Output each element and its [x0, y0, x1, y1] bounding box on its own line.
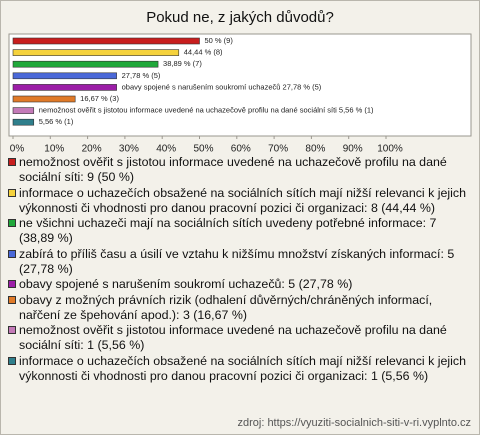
- bar: [12, 49, 180, 56]
- legend-label: ne všichni uchazeči mají na sociálních s…: [19, 216, 437, 245]
- bar: [12, 72, 117, 80]
- legend-label: nemožnost ověřit s jistotou informace uv…: [19, 155, 447, 184]
- value-label: 16,67 % (3): [80, 94, 119, 103]
- chart-title: Pokud ne, z jakých důvodů?: [146, 9, 334, 26]
- legend-item: nemožnost ověřit s jistotou informace uv…: [7, 323, 469, 353]
- bar: [12, 95, 76, 103]
- legend-item: obavy z možných právních rizik (odhalení…: [7, 293, 469, 323]
- bar: [12, 84, 117, 91]
- chart: 0% 10% 20% 30% 40% 50% 60% 70% 80% 90% 100% 50 % (9…: [8, 33, 472, 155]
- value-label: 44,44 % (8): [184, 48, 223, 57]
- x-tick-label: 30%: [119, 144, 139, 155]
- x-tick-label: 20%: [82, 144, 102, 155]
- legend-label: zabírá to příliš času a úsilí ve vztahu …: [19, 246, 455, 276]
- legend-swatch: [8, 356, 16, 365]
- legend-label: obavy spojené s narušením soukromí uchaz…: [19, 277, 353, 291]
- bar: [12, 37, 200, 45]
- x-tick-label: 100%: [377, 144, 403, 155]
- legend-label: informace o uchazečích obsažené na sociá…: [19, 185, 466, 215]
- source: zdroj: https://vyuziti-socialnich-siti-v…: [237, 417, 471, 429]
- value-label: 38,89 % (7): [163, 59, 202, 68]
- legend-swatch: [8, 326, 16, 334]
- legend-item: ne všichni uchazeči mají na sociálních s…: [7, 216, 469, 246]
- x-tick-label: 70%: [268, 144, 288, 155]
- legend-label: obavy z možných právních rizik (odhalení…: [19, 292, 433, 322]
- legend-swatch: [8, 158, 16, 166]
- legend-label: informace o uchazečích obsažené na sociá…: [19, 353, 466, 383]
- x-tick-label: 50%: [193, 144, 213, 155]
- x-tick-label: 10%: [44, 144, 64, 155]
- legend-item: obavy spojené s narušením soukromí uchaz…: [7, 277, 469, 292]
- legend-item: informace o uchazečích obsažené na sociá…: [7, 186, 469, 216]
- x-tick-label: 60%: [231, 144, 251, 155]
- legend-swatch: [8, 188, 16, 197]
- x-tick-label: 0%: [10, 144, 25, 155]
- legend-item: informace o uchazečích obsažené na sociá…: [7, 354, 469, 384]
- legend-swatch: [8, 219, 16, 227]
- bar: [12, 60, 159, 68]
- legend: nemožnost ověřit s jistotou informace uv…: [7, 155, 469, 384]
- value-label: nemožnost ověřit s jistotou informace uv…: [39, 106, 374, 115]
- value-label: 50 % (9): [205, 36, 234, 45]
- legend-label: nemožnost ověřit s jistotou informace uv…: [19, 323, 447, 352]
- legend-swatch: [8, 295, 16, 304]
- x-tick-label: 40%: [156, 144, 176, 155]
- value-label: 5,56 % (1): [39, 117, 74, 126]
- value-label: 27,78 % (5): [122, 71, 161, 80]
- x-tick-label: 90%: [343, 144, 363, 155]
- legend-swatch: [8, 249, 16, 258]
- x-tick-label: 80%: [305, 144, 325, 155]
- value-label: obavy spojené s narušením soukromí uchaz…: [122, 82, 322, 91]
- legend-item: nemožnost ověřit s jistotou informace uv…: [7, 155, 469, 185]
- bar: [12, 107, 35, 114]
- legend-swatch: [8, 280, 16, 288]
- legend-item: zabírá to příliš času a úsilí ve vztahu …: [7, 247, 469, 277]
- bar: [12, 118, 35, 126]
